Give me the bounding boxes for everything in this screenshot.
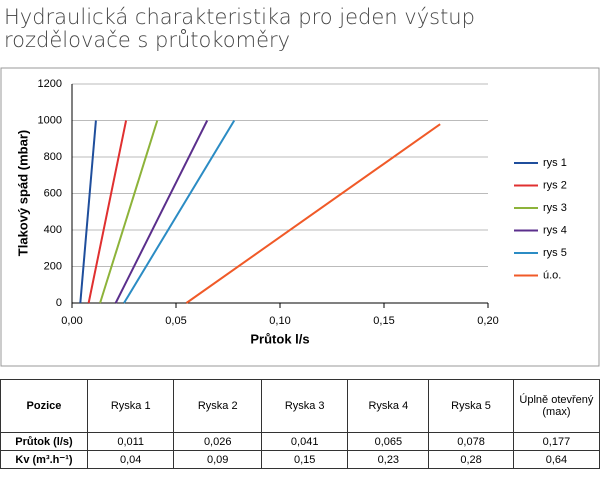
- y-tick-label: 800: [44, 151, 62, 163]
- legend-label: rys 2: [543, 179, 567, 191]
- y-tick-label: 600: [44, 187, 62, 199]
- table-cell: 0,177: [512, 432, 600, 451]
- legend-label: rys 4: [543, 224, 567, 236]
- x-tick-label: 0,05: [165, 315, 186, 327]
- table-cell: Ryska 5: [428, 379, 514, 433]
- table-cell: 0,026: [173, 432, 262, 451]
- table: Pozice Ryska 1 Ryska 2 Ryska 3 Ryska 4 Ryska …: [0, 379, 600, 469]
- x-tick-label: 0,20: [477, 315, 498, 327]
- table-cell: Ryska 4: [347, 379, 430, 433]
- table-cell: 0,09: [173, 450, 262, 469]
- legend-label: ú.o.: [543, 269, 561, 281]
- legend-label: rys 3: [543, 202, 567, 214]
- series-line: [79, 120, 97, 304]
- y-tick-label: 0: [56, 297, 62, 309]
- table-cell: Průtok (l/s): [0, 432, 88, 451]
- y-tick-label: 400: [44, 224, 62, 236]
- y-tick-label: 1200: [38, 78, 62, 90]
- table-cell: Pozice: [0, 379, 88, 433]
- legend-label: rys 5: [543, 247, 567, 259]
- table-cell: 0,23: [347, 450, 430, 469]
- table-cell: 0,28: [428, 450, 514, 469]
- table-cell: 0,64: [512, 450, 600, 469]
- table-cell: 0,011: [86, 432, 175, 451]
- x-tick-label: 0,00: [61, 315, 82, 327]
- table-cell: Úplně otevřený (max): [512, 379, 600, 433]
- series-line: [185, 123, 441, 304]
- table-row: Průtok (l/s) 0,011 0,026 0,041 0,065 0,078 0,1…: [0, 432, 600, 451]
- x-tick-label: 0,15: [373, 315, 394, 327]
- chart-title: Hydraulická charakteristika pro jeden vý…: [4, 5, 475, 52]
- series-line: [114, 120, 209, 304]
- table-cell: Ryska 2: [173, 379, 262, 433]
- table-cell: 0,078: [428, 432, 514, 451]
- y-tick-label: 1000: [38, 114, 62, 126]
- table-cell: Ryska 1: [86, 379, 175, 433]
- chart-frame: [0, 67, 600, 367]
- series-line: [99, 120, 159, 304]
- x-axis-title: Průtok l/s: [250, 331, 309, 346]
- y-tick-label: 200: [44, 260, 62, 272]
- table-cell: 0,041: [260, 432, 349, 451]
- y-axis-title: Tlakový spád (mbar): [15, 130, 30, 256]
- table-cell: 0,15: [260, 450, 349, 469]
- table-row: Pozice Ryska 1 Ryska 2 Ryska 3 Ryska 4 Ryska …: [0, 379, 600, 433]
- series-line: [123, 119, 236, 304]
- legend-label: rys 1: [543, 157, 567, 169]
- x-tick-label: 0,10: [269, 315, 290, 327]
- table-cell: 0,04: [86, 450, 175, 469]
- chart: Tlakový spád (mbar) Průtok l/s 0 200 400 60…: [0, 67, 600, 367]
- table-cell: Ryska 3: [260, 379, 349, 433]
- table-cell: 0,065: [347, 432, 430, 451]
- table-row: Kv (m³.h⁻¹) 0,04 0,09 0,15 0,23 0,28 0,64: [0, 450, 600, 469]
- table-cell: Kv (m³.h⁻¹): [0, 450, 88, 469]
- series-line: [87, 120, 128, 304]
